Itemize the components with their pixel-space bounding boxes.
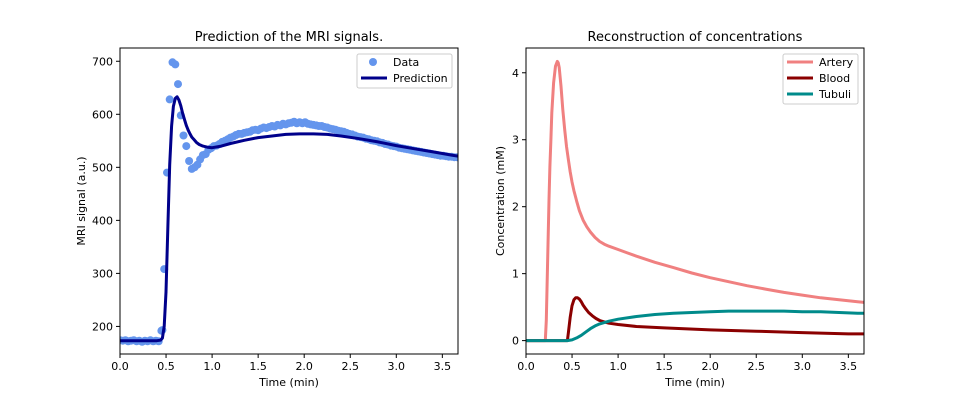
legend-blood-label: Blood xyxy=(819,72,850,85)
data-point xyxy=(171,60,180,69)
right-plot-layer xyxy=(526,59,864,343)
data-point xyxy=(179,131,188,140)
left-x-tick-label: 0.5 xyxy=(157,360,175,373)
left-y-tick-label: 400 xyxy=(92,214,113,227)
left-y-tick-label: 700 xyxy=(92,55,113,68)
right-y-tick-label: 2 xyxy=(512,201,519,214)
right-x-tick-label: 1.5 xyxy=(655,360,673,373)
legend-data-marker xyxy=(369,58,377,66)
left-y-tick-label: 300 xyxy=(92,267,113,280)
left-y-axis-label: MRI signal (a.u.) xyxy=(75,156,88,245)
right-x-tick-label: 0.5 xyxy=(563,360,581,373)
legend-artery-label: Artery xyxy=(819,56,854,69)
left-y-tick-label: 200 xyxy=(92,320,113,333)
data-point xyxy=(165,95,174,104)
left-x-tick-label: 3.0 xyxy=(388,360,406,373)
tubuli-line xyxy=(526,309,864,343)
right-x-tick-label: 0.0 xyxy=(517,360,535,373)
right-y-tick-label: 4 xyxy=(512,67,519,80)
right-chart-title: Reconstruction of concentrations xyxy=(588,30,803,45)
left-x-axis-label: Time (min) xyxy=(258,376,319,389)
right-axes-frame xyxy=(525,47,865,355)
left-chart-title: Prediction of the MRI signals. xyxy=(195,30,383,45)
left-x-tick-label: 1.5 xyxy=(249,360,267,373)
left-x-tick-label: 1.0 xyxy=(203,360,221,373)
left-y-tick-label: 600 xyxy=(92,108,113,121)
right-x-tick-label: 2.0 xyxy=(701,360,719,373)
right-tick-layer: 0.0 0.5 1.0 1.5 2.0 2.5 3.0 3.5 0 1 2 3 4 xyxy=(512,67,857,373)
right-y-tick-label: 1 xyxy=(512,268,519,281)
right-legend: Artery Blood Tubuli xyxy=(782,53,859,105)
legend-tubuli-label: Tubuli xyxy=(818,88,851,101)
right-y-axis-label: Concentration (mM) xyxy=(494,146,507,256)
right-x-axis-label: Time (min) xyxy=(664,376,725,389)
left-y-tick-label: 500 xyxy=(92,161,113,174)
right-y-tick-label: 3 xyxy=(512,134,519,147)
data-point xyxy=(182,142,191,151)
left-chart-panel: 0.0 0.5 1.0 1.5 2.0 2.5 3.0 3.5 200 300 400 500 600 7… xyxy=(75,30,459,389)
left-axes-frame xyxy=(119,47,459,355)
right-x-tick-label: 1.0 xyxy=(609,360,627,373)
right-plot-area xyxy=(526,59,864,343)
blood-line xyxy=(526,296,864,343)
left-plot-area xyxy=(120,58,458,346)
right-y-tick-label: 0 xyxy=(512,335,519,348)
left-legend: Data Prediction xyxy=(356,53,453,89)
right-x-tick-label: 2.5 xyxy=(747,360,765,373)
legend-data-label: Data xyxy=(393,56,419,69)
left-x-tick-label: 0.0 xyxy=(111,360,129,373)
left-x-tick-label: 2.5 xyxy=(341,360,359,373)
right-x-tick-label: 3.0 xyxy=(794,360,812,373)
left-plot-layer xyxy=(120,58,458,346)
left-x-tick-label: 2.0 xyxy=(295,360,313,373)
right-chart-panel: 0.0 0.5 1.0 1.5 2.0 2.5 3.0 3.5 0 1 2 3 4 Reconstruc… xyxy=(494,30,865,389)
data-point xyxy=(174,80,182,89)
right-legend-box xyxy=(782,53,859,105)
right-x-tick-label: 3.5 xyxy=(840,360,858,373)
prediction-line xyxy=(120,95,458,343)
data-point xyxy=(185,157,194,165)
artery-line xyxy=(526,59,864,343)
left-tick-layer: 0.0 0.5 1.0 1.5 2.0 2.5 3.0 3.5 200 300 400 500 600 7… xyxy=(92,55,451,373)
legend-prediction-label: Prediction xyxy=(393,72,448,85)
left-x-tick-label: 3.5 xyxy=(434,360,452,373)
